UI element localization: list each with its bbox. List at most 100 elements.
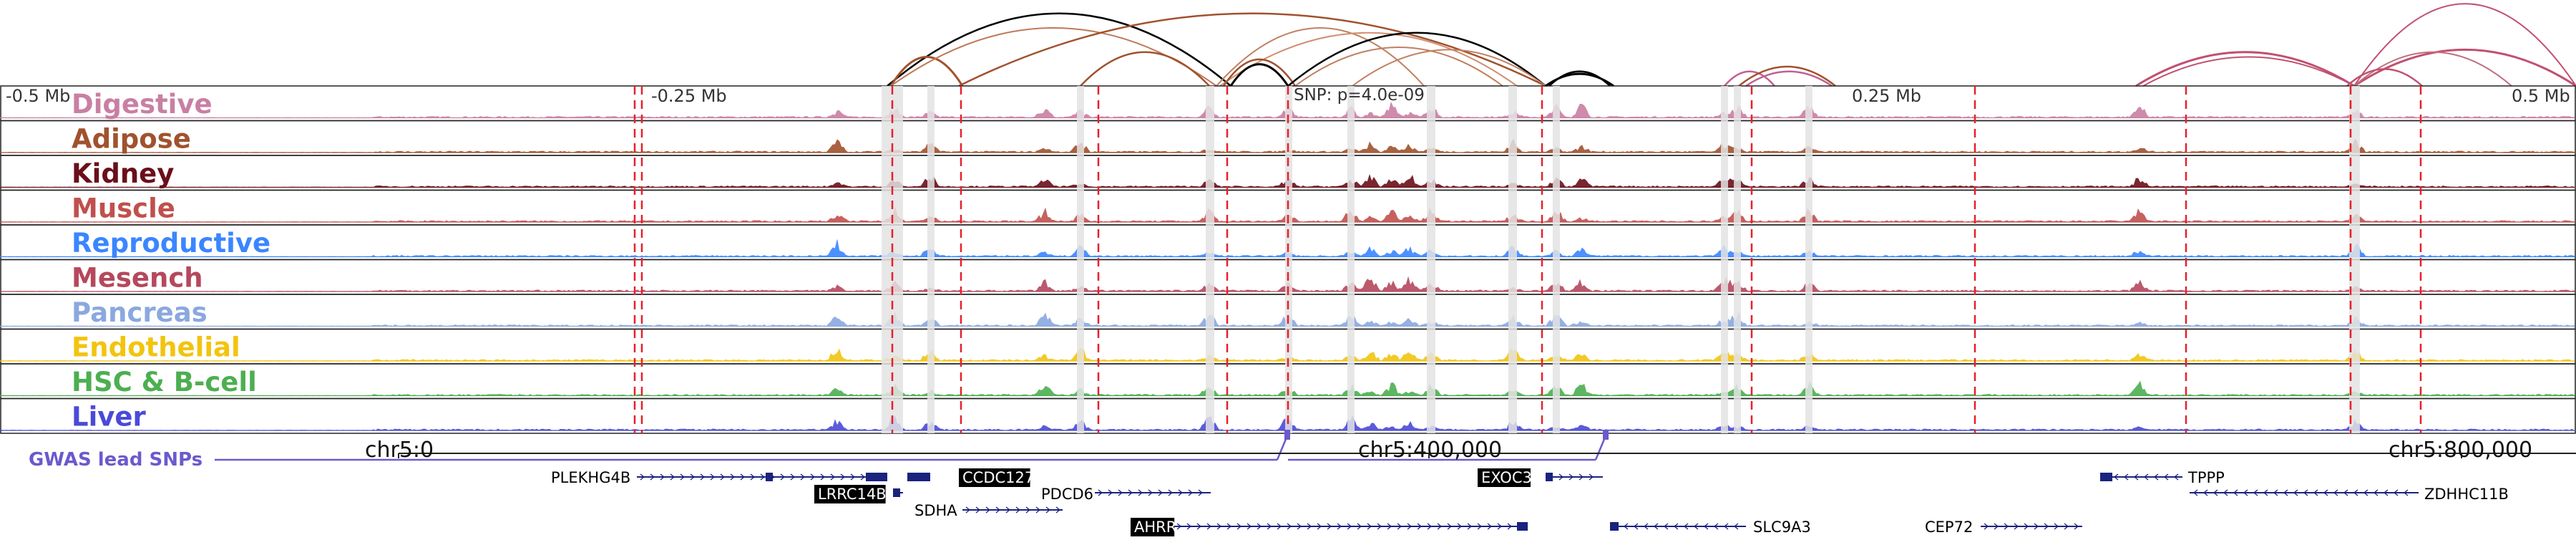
strand-arrow: [2403, 489, 2409, 496]
strand-arrow: [1673, 523, 1679, 530]
strand-arrow: [2333, 489, 2338, 496]
strand-arrow: [1984, 523, 1989, 530]
strand-arrow: [1703, 523, 1709, 530]
gene-label: TPPP: [2187, 469, 2225, 486]
strand-arrow: [810, 473, 816, 481]
gwas-snp-marker-2[interactable]: [1603, 430, 1609, 440]
strand-arrow: [1497, 523, 1503, 530]
strand-arrow: [2014, 523, 2019, 530]
loop-arc-17: [1745, 70, 1833, 87]
strand-arrow: [1377, 523, 1382, 530]
loop-arc-13: [1545, 72, 1614, 87]
strand-arrow: [2192, 489, 2198, 496]
track-label: Kidney: [72, 158, 174, 189]
strand-arrow: [2313, 489, 2318, 496]
gwas-snp-marker-1[interactable]: [1284, 430, 1290, 440]
strand-arrow: [1347, 523, 1352, 530]
strand-arrow: [2024, 523, 2029, 530]
strand-arrow: [1246, 523, 1252, 530]
strand-arrow: [2064, 523, 2069, 530]
scale-label-mid-right: 0.25 Mb: [1852, 86, 1921, 106]
strand-arrow: [640, 473, 645, 481]
strand-arrow: [2373, 489, 2379, 496]
loop-arc-2: [889, 56, 964, 87]
gene-lrrc14b[interactable]: LRRC14B: [814, 485, 903, 503]
strand-arrow: [2163, 473, 2169, 481]
gene-pdcd6[interactable]: PDCD6: [1041, 486, 1211, 503]
track-label: HSC & B-cell: [72, 367, 257, 397]
gene-exoc3[interactable]: EXOC3: [1478, 468, 1603, 487]
gene-ahrr[interactable]: AHRR: [1131, 518, 1528, 536]
gene-cep72[interactable]: CEP72: [1925, 519, 2082, 536]
strand-arrow: [1178, 489, 1184, 496]
strand-arrow: [1693, 523, 1699, 530]
strand-arrow: [1168, 489, 1174, 496]
strand-arrow: [780, 473, 786, 481]
gene-label-box: [1131, 518, 1175, 536]
strand-arrow: [985, 506, 991, 514]
gene-label: ZDHHC11B: [2424, 486, 2509, 503]
coordinate-axis: chr5:0 chr5:400,000 chr5:800,000: [365, 438, 2576, 463]
strand-arrow: [850, 473, 856, 481]
strand-arrow: [1589, 473, 1594, 481]
loop-arc-7: [1219, 32, 1518, 87]
strand-arrow: [1387, 523, 1392, 530]
loop-arc-14: [1548, 70, 1611, 87]
strand-arrow: [670, 473, 675, 481]
strand-arrow: [1138, 489, 1143, 496]
loop-arc-11: [1294, 47, 1503, 87]
gene-label: CCDC127: [962, 469, 1034, 486]
highlight-band-9: [1553, 86, 1560, 433]
gene-exon: [1517, 522, 1528, 531]
strand-arrow: [680, 473, 686, 481]
strand-arrow: [1487, 523, 1493, 530]
gene-slc9a3[interactable]: SLC9A3: [1610, 519, 1811, 536]
strand-arrow: [1663, 523, 1669, 530]
chromatin-loop-arcs: [887, 3, 2576, 87]
strand-arrow: [860, 473, 866, 481]
gene-ccdc127[interactable]: CCDC127: [907, 468, 1034, 487]
strand-arrow: [2074, 523, 2079, 530]
strand-arrow: [1477, 523, 1483, 530]
strand-arrow: [1206, 523, 1212, 530]
highlight-band-8: [1508, 86, 1517, 433]
track-label: Adipose: [72, 124, 191, 155]
track-label: Digestive: [72, 89, 213, 120]
strand-arrow: [740, 473, 746, 481]
strand-arrow: [2233, 489, 2238, 496]
loop-arc-1: [887, 12, 1231, 87]
loop-arc-23: [2346, 68, 2423, 87]
snp-pvalue-label: SNP: p=4.0e-09: [1294, 86, 1425, 105]
gene-plekhg4b[interactable]: PLEKHG4B: [551, 469, 887, 486]
gene-zdhhc11b[interactable]: ZDHHC11B: [2190, 486, 2509, 503]
coord-label-right: chr5:800,000: [2389, 438, 2532, 463]
highlight-band-3: [1077, 86, 1084, 433]
strand-arrow: [1457, 523, 1463, 530]
strand-arrow: [1118, 489, 1123, 496]
strand-arrow: [790, 473, 796, 481]
strand-arrow: [2004, 523, 2009, 530]
loop-arc-6: [1216, 27, 1425, 87]
gene-tppp[interactable]: TPPP: [2100, 469, 2225, 486]
track-label: Liver: [72, 402, 146, 433]
strand-arrow: [2123, 473, 2129, 481]
strand-arrow: [2054, 523, 2059, 530]
gene-exon: [907, 473, 930, 481]
strand-arrow: [650, 473, 655, 481]
strand-arrow: [660, 473, 665, 481]
strand-arrow: [1357, 523, 1362, 530]
strand-arrow: [1417, 523, 1423, 530]
strand-arrow: [1713, 523, 1719, 530]
strand-arrow: [700, 473, 706, 481]
gene-label-box: [814, 485, 886, 503]
strand-arrow: [1507, 523, 1513, 530]
scale-label-mid-left: -0.25 Mb: [651, 86, 727, 106]
highlight-band-2: [927, 86, 935, 433]
gene-label: EXOC3: [1481, 469, 1532, 486]
strand-arrow: [1098, 489, 1103, 496]
strand-arrow: [1025, 506, 1031, 514]
gene-sdha[interactable]: SDHA: [914, 502, 1063, 519]
strand-arrow: [1128, 489, 1133, 496]
loop-arc-9: [1222, 58, 1297, 87]
